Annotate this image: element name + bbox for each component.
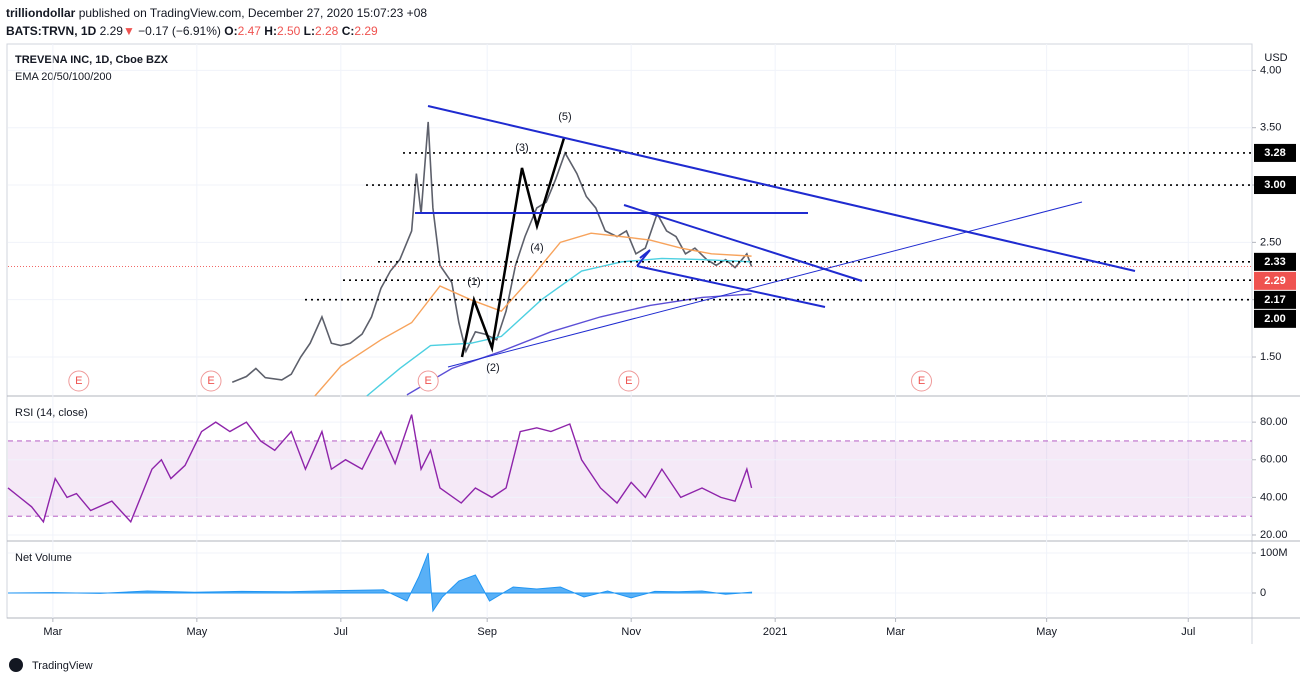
- ohlc-label: L:: [303, 24, 315, 38]
- pane-title: Net Volume: [15, 552, 72, 564]
- price-label-box: [1254, 290, 1296, 309]
- symbol: BATS:TRVN, 1D: [6, 24, 97, 38]
- series-line: [366, 257, 752, 397]
- header: trilliondollar published on TradingView.…: [6, 4, 427, 40]
- rsi-band: [8, 440, 1252, 517]
- y-tick-label: 2.50: [1260, 236, 1281, 248]
- ohlc-label: O:: [224, 24, 238, 38]
- y-tick-label: 60.00: [1260, 454, 1288, 466]
- price-label: 2.00: [1264, 313, 1285, 325]
- y-tick-label: 80.00: [1260, 416, 1288, 428]
- ohlc-value: 2.29: [354, 24, 378, 38]
- last: 2.29: [99, 24, 123, 38]
- wave-line: [460, 137, 566, 358]
- price-label: 2.17: [1264, 294, 1285, 306]
- publish-line: trilliondollar published on TradingView.…: [6, 4, 427, 22]
- earnings-marker: [68, 370, 90, 392]
- x-tick-label: Mar: [43, 626, 62, 638]
- x-tick-label: Jul: [1181, 626, 1195, 638]
- trendline: [636, 265, 826, 308]
- y-tick-label: 0: [1260, 587, 1266, 599]
- earnings-marker: [911, 370, 933, 392]
- wave-label: (4): [530, 242, 543, 254]
- price-label-box: [1254, 309, 1296, 328]
- price-label: 3.00: [1264, 179, 1285, 191]
- pane-title: RSI (14, close): [15, 407, 88, 419]
- x-tick-label: Mar: [886, 626, 905, 638]
- trendline: [623, 204, 863, 282]
- arrow: ▼: [122, 24, 135, 38]
- wave-label: (5): [558, 111, 571, 123]
- earnings-label: E: [625, 375, 632, 387]
- ohlc-value: 2.28: [315, 24, 339, 38]
- frame: [6, 43, 1253, 619]
- price-label-box: [1254, 143, 1296, 162]
- chart-subtitle: EMA 20/50/100/200: [15, 71, 112, 83]
- x-tick-label: Jul: [334, 626, 348, 638]
- series-line: [231, 121, 753, 383]
- trendline: [447, 201, 1083, 368]
- ohlc-value: 2.47: [237, 24, 261, 38]
- ohlc-label: C:: [341, 24, 355, 38]
- x-tick-label: Sep: [477, 626, 497, 638]
- brand: TradingView: [32, 660, 93, 672]
- trendline: [636, 249, 651, 267]
- wave-label: (1): [467, 276, 480, 288]
- pane: [7, 396, 1252, 541]
- pane: [8, 44, 1252, 397]
- y-tick-label: 40.00: [1260, 491, 1288, 503]
- x-tick-label: May: [1036, 626, 1057, 638]
- chart-title: TREVENA INC, 1D, Cboe BZX: [15, 54, 169, 66]
- earnings-label: E: [425, 375, 432, 387]
- earnings-marker: [417, 370, 439, 392]
- volume-area: [7, 552, 753, 613]
- author: trilliondollar: [6, 6, 76, 20]
- trendline: [427, 105, 1136, 272]
- earnings-marker: [200, 370, 222, 392]
- y-tick-label: 20.00: [1260, 529, 1288, 541]
- quote-line: BATS:TRVN, 1D 2.29▼ −0.17 (−6.91%) O:2.4…: [6, 22, 427, 40]
- x-tick-label: May: [186, 626, 207, 638]
- ohlc-value: 2.50: [276, 24, 301, 38]
- drawings: [415, 105, 1136, 368]
- earnings-label: E: [207, 375, 214, 387]
- price-label: 3.28: [1264, 147, 1285, 159]
- published: published on TradingView.com, December 2…: [78, 6, 428, 20]
- y-tick-label: 4.00: [1260, 64, 1281, 76]
- price-label-box: [1254, 176, 1296, 195]
- earnings-label: E: [918, 375, 925, 387]
- currency: USD: [1264, 52, 1287, 64]
- ohlc-label: H:: [264, 24, 277, 38]
- logo-icon: [9, 658, 23, 672]
- wave-label: (3): [515, 142, 528, 154]
- x-tick-label: 2021: [763, 626, 787, 638]
- wave-label: (2): [486, 362, 499, 374]
- x-tick-label: Nov: [621, 626, 641, 638]
- y-tick-label: 3.50: [1260, 122, 1281, 134]
- y-tick-label: 1.50: [1260, 351, 1281, 363]
- price-label-box: [1254, 252, 1296, 271]
- series-line: [314, 232, 752, 397]
- price-label: 2.29: [1264, 275, 1285, 287]
- earnings-label: E: [75, 375, 82, 387]
- price-label-box: [1254, 271, 1296, 290]
- series-line: [7, 414, 753, 524]
- y-tick-label: 100M: [1260, 547, 1288, 559]
- change: −0.17 (−6.91%): [138, 24, 221, 38]
- pane: [7, 541, 1252, 618]
- price-label: 2.33: [1264, 256, 1285, 268]
- earnings-marker: [618, 370, 640, 392]
- series-line: [406, 293, 752, 396]
